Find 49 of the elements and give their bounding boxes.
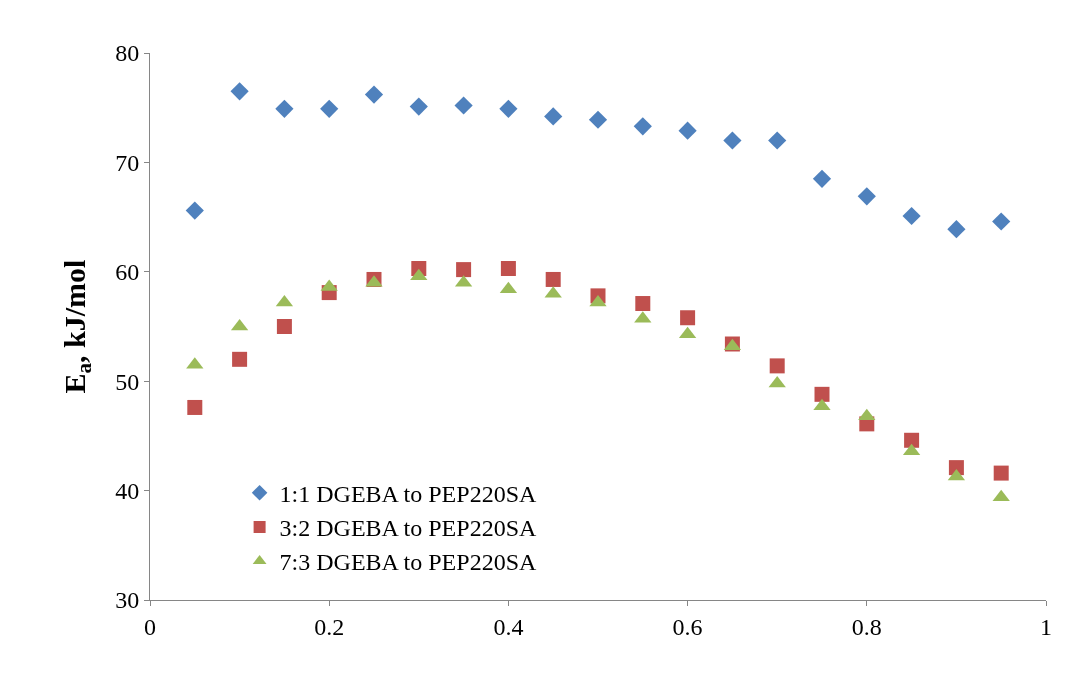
- point: [813, 398, 831, 411]
- point: [545, 271, 561, 287]
- point: [409, 97, 428, 116]
- x-tick-label: 0: [144, 613, 156, 640]
- point: [635, 296, 651, 312]
- point: [232, 351, 248, 367]
- point: [589, 294, 607, 307]
- legend-label: 3:2 DGEBA to PEP220SA: [279, 515, 537, 542]
- point: [320, 99, 339, 118]
- x-tick-label: 0.6: [672, 613, 703, 640]
- point: [275, 99, 294, 118]
- point: [500, 261, 516, 277]
- x-tick-label: 0.2: [314, 613, 345, 640]
- point: [768, 131, 787, 150]
- point: [904, 432, 920, 448]
- legend-label: 1:1 DGEBA to PEP220SA: [279, 481, 537, 508]
- point: [454, 96, 473, 115]
- point: [992, 212, 1011, 231]
- point: [633, 117, 652, 136]
- x-tick-label: 0.8: [851, 613, 882, 640]
- point: [588, 110, 608, 129]
- point: [230, 82, 249, 101]
- point: [276, 319, 292, 334]
- point: [947, 220, 966, 239]
- point: [902, 206, 921, 226]
- y-tick-label: 60: [115, 259, 140, 286]
- point: [187, 399, 203, 415]
- y-tick-label: 80: [115, 40, 140, 67]
- point: [499, 99, 518, 118]
- x-tick-label: 1: [1040, 613, 1052, 640]
- point: [678, 121, 697, 140]
- point: [769, 358, 785, 374]
- point: [364, 85, 384, 104]
- x-tick-label: 0.4: [493, 613, 524, 640]
- y-tick-label: 30: [115, 587, 140, 614]
- point: [993, 465, 1009, 481]
- point: [812, 169, 832, 188]
- y-tick-label: 50: [115, 368, 140, 395]
- point: [723, 131, 742, 150]
- point: [857, 187, 876, 206]
- point: [768, 375, 786, 388]
- point: [185, 201, 204, 220]
- point: [680, 310, 696, 326]
- point: [544, 107, 563, 126]
- legend-label: 7:3 DGEBA to PEP220SA: [279, 549, 537, 576]
- y-tick-label: 70: [115, 149, 140, 176]
- point: [814, 386, 830, 402]
- y-tick-label: 40: [115, 478, 140, 504]
- point: [456, 262, 472, 278]
